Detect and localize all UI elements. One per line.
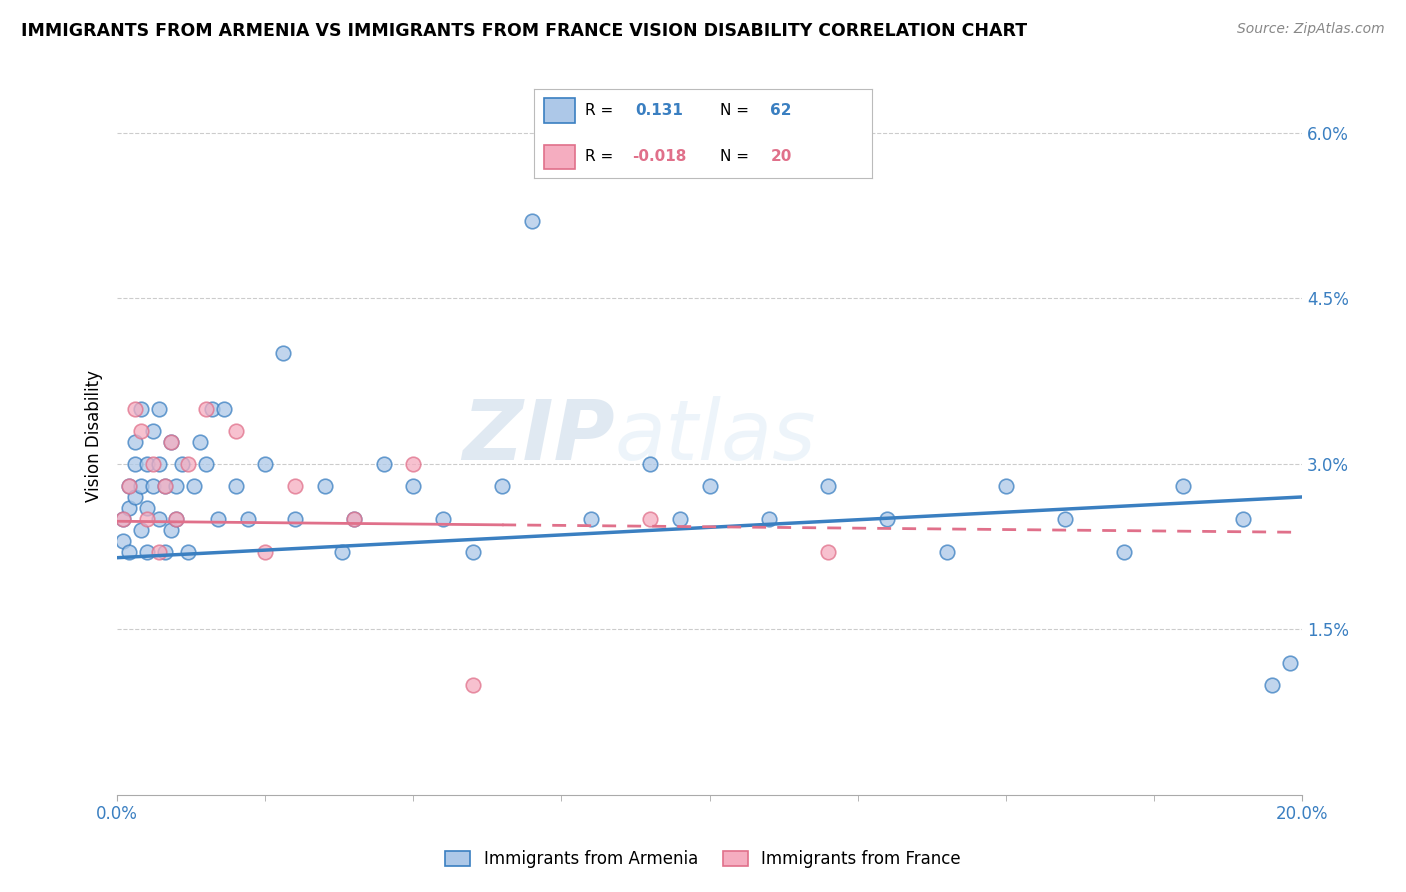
Point <box>129 479 152 493</box>
Point <box>165 512 187 526</box>
Point <box>159 434 181 449</box>
Text: IMMIGRANTS FROM ARMENIA VS IMMIGRANTS FROM FRANCE VISION DISABILITY CORRELATION : IMMIGRANTS FROM ARMENIA VS IMMIGRANTS FR… <box>21 22 1028 40</box>
Point <box>461 545 484 559</box>
Point <box>212 401 235 416</box>
Point <box>177 457 200 471</box>
Point <box>112 534 135 549</box>
Bar <box>544 145 575 169</box>
Point <box>207 512 229 526</box>
Point <box>935 545 957 559</box>
Point <box>330 545 353 559</box>
Point <box>402 457 425 471</box>
Point <box>1261 678 1284 692</box>
Point <box>148 512 170 526</box>
Point <box>177 545 200 559</box>
Text: 0.131: 0.131 <box>636 103 683 118</box>
Point <box>135 457 157 471</box>
Point <box>640 457 662 471</box>
Point <box>195 457 218 471</box>
Point <box>172 457 194 471</box>
Point <box>124 434 146 449</box>
Text: -0.018: -0.018 <box>633 150 686 164</box>
Point <box>994 479 1017 493</box>
Point <box>491 479 513 493</box>
Text: 62: 62 <box>770 103 792 118</box>
Point <box>271 346 294 360</box>
Point <box>124 490 146 504</box>
Point <box>148 457 170 471</box>
Point <box>520 214 543 228</box>
Point <box>817 545 839 559</box>
Point <box>118 479 141 493</box>
Point <box>1232 512 1254 526</box>
Point <box>153 479 176 493</box>
Point <box>165 479 187 493</box>
Point <box>254 545 277 559</box>
Point <box>579 512 602 526</box>
Point <box>142 424 165 438</box>
Point <box>432 512 454 526</box>
Text: R =: R = <box>585 150 613 164</box>
Point <box>225 424 247 438</box>
Point <box>236 512 259 526</box>
Point <box>254 457 277 471</box>
Point <box>129 424 152 438</box>
Point <box>112 512 135 526</box>
Y-axis label: Vision Disability: Vision Disability <box>86 370 103 502</box>
Point <box>135 501 157 516</box>
Point <box>876 512 898 526</box>
Point <box>118 479 141 493</box>
Point <box>118 501 141 516</box>
Bar <box>544 98 575 122</box>
Text: 20: 20 <box>770 150 792 164</box>
Point <box>153 479 176 493</box>
Point <box>142 479 165 493</box>
Point <box>129 401 152 416</box>
Text: atlas: atlas <box>614 396 817 476</box>
Point <box>284 479 307 493</box>
Point <box>284 512 307 526</box>
Point <box>153 545 176 559</box>
Point <box>1053 512 1076 526</box>
Point <box>373 457 395 471</box>
Point <box>135 545 157 559</box>
Point <box>225 479 247 493</box>
Point <box>195 401 218 416</box>
Point <box>1114 545 1136 559</box>
Point <box>461 678 484 692</box>
Point <box>343 512 366 526</box>
Point <box>124 401 146 416</box>
Text: ZIP: ZIP <box>463 396 614 476</box>
Point <box>148 401 170 416</box>
Point <box>699 479 721 493</box>
Text: N =: N = <box>720 103 749 118</box>
Point <box>124 457 146 471</box>
Point <box>165 512 187 526</box>
Point <box>148 545 170 559</box>
Point <box>1173 479 1195 493</box>
Point <box>817 479 839 493</box>
Text: Source: ZipAtlas.com: Source: ZipAtlas.com <box>1237 22 1385 37</box>
Point <box>402 479 425 493</box>
Text: R =: R = <box>585 103 613 118</box>
Point <box>758 512 780 526</box>
Point <box>112 512 135 526</box>
Point <box>159 523 181 537</box>
Point <box>159 434 181 449</box>
Point <box>183 479 205 493</box>
Legend: Immigrants from Armenia, Immigrants from France: Immigrants from Armenia, Immigrants from… <box>439 844 967 875</box>
Point <box>129 523 152 537</box>
Point <box>1279 656 1302 670</box>
Point <box>669 512 692 526</box>
Point <box>640 512 662 526</box>
Point <box>118 545 141 559</box>
Point <box>142 457 165 471</box>
Point <box>135 512 157 526</box>
Point <box>188 434 211 449</box>
Point <box>201 401 224 416</box>
Point <box>343 512 366 526</box>
Text: N =: N = <box>720 150 749 164</box>
Point <box>314 479 336 493</box>
